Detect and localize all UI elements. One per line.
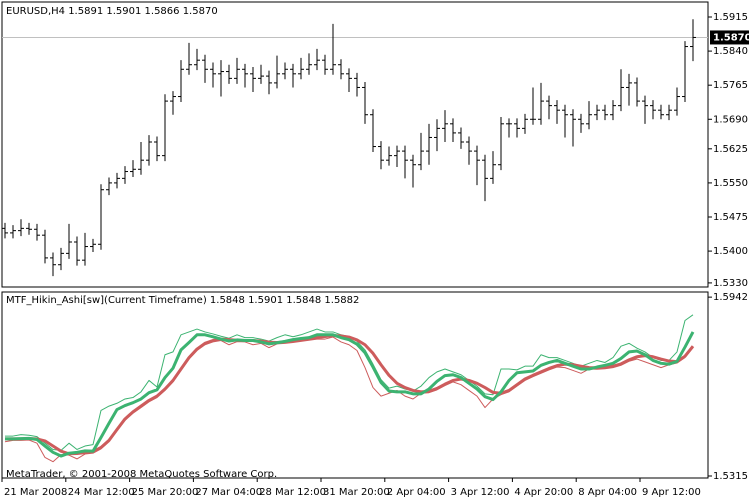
indicator-line (5, 331, 695, 458)
y-tick-label: 1.5475 (713, 212, 748, 223)
x-tick-label: 9 Apr 12:00 (642, 487, 701, 498)
y-tick-label: 1.5400 (713, 246, 748, 257)
x-tick-label: 2 Apr 04:00 (387, 487, 446, 498)
indicator-line (5, 334, 695, 456)
y-tick-label: 1.5765 (713, 80, 748, 91)
y-tick-label: 1.5690 (713, 114, 748, 125)
x-tick-label: 28 Mar 12:00 (259, 487, 326, 498)
current-price-label: 1.5870 (713, 32, 750, 43)
y-tick-label: 1.5625 (713, 144, 748, 155)
footer: MetaTrader, © 2001-2008 MetaQuotes Softw… (6, 469, 277, 480)
x-tick-label: 3 Apr 12:00 (451, 487, 510, 498)
y-tick-label: 1.5330 (713, 278, 748, 289)
x-tick-label: 31 Mar 20:00 (323, 487, 390, 498)
y-tick-label: 1.5550 (713, 178, 748, 189)
x-tick-label: 21 Mar 2008 (4, 487, 67, 498)
x-tick-label: 8 Apr 04:00 (578, 487, 637, 498)
indicator-title: MTF_Hikin_Ashi[sw](Current Timeframe) 1.… (6, 295, 359, 306)
x-tick-label: 24 Mar 12:00 (68, 487, 135, 498)
indicator-panel (1, 291, 709, 479)
y-tick-label: 1.5915 (713, 12, 748, 23)
x-tick-label: 25 Mar 20:00 (132, 487, 199, 498)
main-title: EURUSD,H4 1.5891 1.5901 1.5866 1.5870 (6, 6, 218, 17)
current-price-box (710, 30, 749, 45)
y-tick-label: 1.5840 (713, 46, 748, 57)
y-tick-label: 1.5315 (713, 471, 748, 482)
main-panel (1, 1, 709, 288)
x-tick-label: 27 Mar 04:00 (195, 487, 262, 498)
y-tick-label: 1.5942 (713, 292, 748, 303)
x-tick-label: 4 Apr 20:00 (514, 487, 573, 498)
